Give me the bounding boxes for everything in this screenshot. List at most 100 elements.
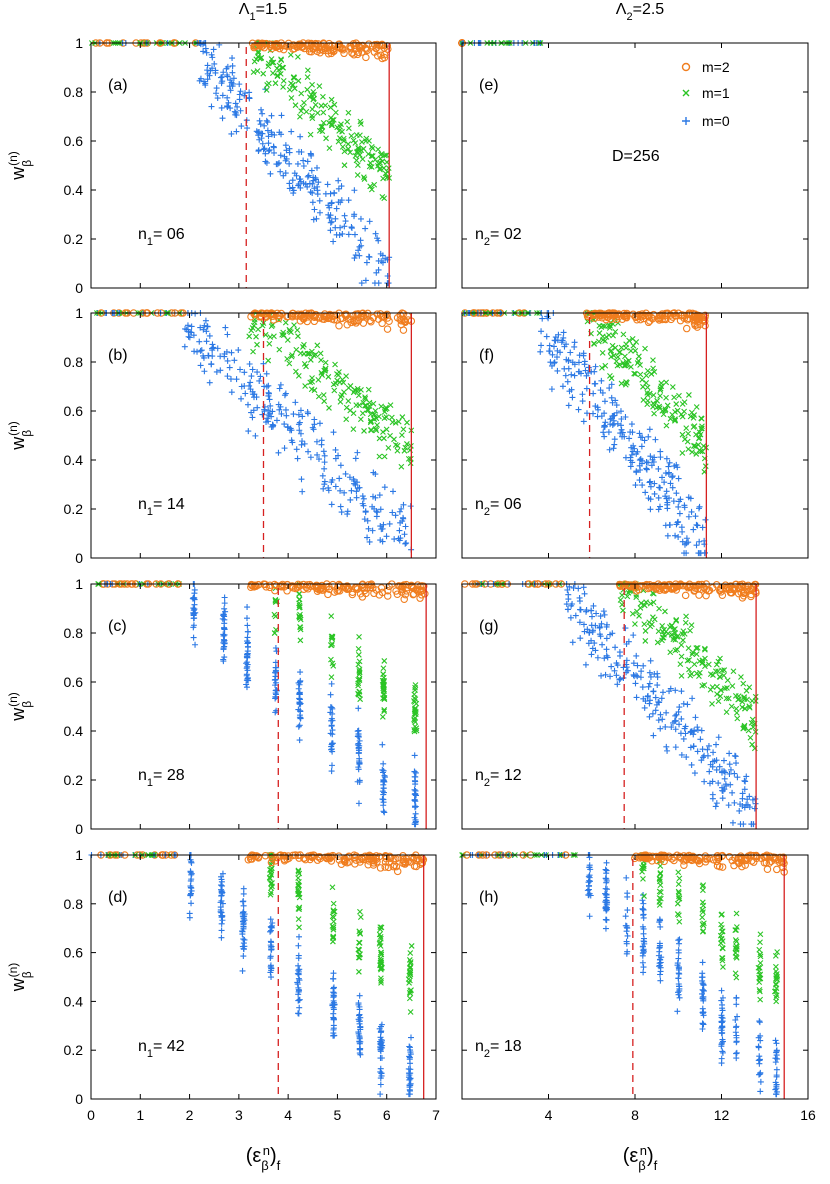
point-m0 bbox=[352, 252, 359, 259]
point-m1 bbox=[697, 431, 704, 438]
point-m1 bbox=[288, 95, 295, 101]
y-tick-label: 0.6 bbox=[64, 403, 84, 419]
point-m2 bbox=[350, 41, 358, 50]
point-m0 bbox=[601, 433, 608, 440]
point-m1 bbox=[296, 924, 302, 931]
point-m0 bbox=[669, 719, 676, 726]
point-m0 bbox=[633, 450, 640, 457]
panel-c-points bbox=[95, 580, 429, 828]
point-m1 bbox=[357, 931, 364, 937]
point-m0 bbox=[565, 365, 572, 372]
point-m1 bbox=[330, 116, 337, 123]
point-m0 bbox=[638, 443, 645, 450]
point-m0 bbox=[624, 932, 631, 939]
point-m0 bbox=[263, 419, 270, 426]
point-m1 bbox=[373, 427, 380, 434]
point-m2 bbox=[646, 317, 654, 325]
point-m0 bbox=[268, 413, 275, 420]
point-m0 bbox=[412, 798, 419, 805]
point-m1 bbox=[358, 121, 364, 127]
point-m1 bbox=[676, 918, 683, 925]
point-m2 bbox=[304, 585, 312, 593]
point-m0 bbox=[741, 777, 748, 784]
point-m0 bbox=[330, 970, 337, 977]
point-m1 bbox=[319, 123, 326, 130]
x-tick-label: 1 bbox=[136, 1107, 144, 1123]
point-m0 bbox=[380, 802, 387, 809]
point-m0 bbox=[405, 1091, 412, 1098]
point-m1 bbox=[289, 352, 296, 358]
point-m2 bbox=[295, 40, 303, 49]
point-m1 bbox=[746, 703, 753, 710]
point-m0 bbox=[690, 743, 697, 750]
point-m1 bbox=[360, 399, 367, 406]
point-m0 bbox=[722, 769, 729, 776]
point-m0 bbox=[632, 482, 639, 489]
x-tick-label: 6 bbox=[383, 1107, 391, 1123]
plot-frame bbox=[90, 42, 437, 289]
point-m0 bbox=[255, 148, 262, 155]
point-m1 bbox=[637, 362, 643, 368]
point-m0 bbox=[655, 494, 662, 501]
point-m1 bbox=[625, 590, 632, 596]
point-m0 bbox=[292, 399, 299, 406]
point-m0 bbox=[221, 626, 228, 633]
point-m0 bbox=[328, 746, 335, 753]
point-m1 bbox=[691, 661, 698, 668]
point-m0 bbox=[613, 660, 620, 667]
point-m0 bbox=[281, 421, 288, 428]
point-m0 bbox=[585, 369, 592, 376]
point-m1 bbox=[756, 974, 763, 981]
point-m1 bbox=[359, 410, 366, 417]
point-m0 bbox=[218, 104, 225, 111]
point-m0 bbox=[327, 709, 334, 716]
point-m2 bbox=[366, 852, 375, 861]
point-m0 bbox=[396, 508, 403, 515]
point-m0 bbox=[680, 735, 687, 742]
point-m0 bbox=[666, 459, 673, 466]
point-m0 bbox=[190, 615, 197, 622]
point-m2 bbox=[327, 49, 336, 58]
point-m2 bbox=[244, 856, 253, 864]
point-m1 bbox=[296, 613, 303, 620]
point-m1 bbox=[699, 448, 706, 455]
point-m1 bbox=[350, 426, 357, 432]
point-m0 bbox=[643, 465, 650, 472]
point-m0 bbox=[586, 913, 593, 920]
point-m0 bbox=[328, 762, 335, 769]
point-m0 bbox=[569, 639, 576, 646]
point-m2 bbox=[341, 858, 349, 866]
point-m2 bbox=[663, 853, 672, 862]
point-m2 bbox=[369, 859, 378, 867]
point-m0 bbox=[229, 55, 236, 62]
point-m0 bbox=[269, 919, 276, 926]
point-m0 bbox=[187, 892, 194, 899]
point-m0 bbox=[295, 952, 302, 959]
point-m0 bbox=[675, 937, 682, 944]
point-m0 bbox=[598, 620, 605, 627]
point-m0 bbox=[580, 418, 587, 425]
point-m0 bbox=[757, 1088, 764, 1095]
point-m0 bbox=[407, 1051, 414, 1058]
point-m0 bbox=[190, 595, 197, 602]
point-m2 bbox=[317, 45, 326, 54]
y-tick-label: 0.8 bbox=[64, 896, 84, 912]
y-tick-label: 0.2 bbox=[64, 1042, 84, 1058]
point-m0 bbox=[300, 162, 307, 169]
point-m0 bbox=[310, 177, 317, 184]
point-m1 bbox=[701, 645, 708, 652]
panel-f-points bbox=[461, 309, 710, 557]
point-m0 bbox=[755, 1044, 762, 1051]
point-m2 bbox=[763, 865, 772, 874]
point-m1 bbox=[732, 950, 739, 956]
point-m1 bbox=[376, 413, 382, 420]
point-m0 bbox=[700, 1021, 707, 1028]
point-m0 bbox=[592, 363, 599, 370]
point-m1 bbox=[719, 945, 726, 952]
point-m1 bbox=[623, 341, 630, 348]
point-m0 bbox=[332, 483, 339, 490]
point-m0 bbox=[576, 368, 583, 375]
point-m1 bbox=[329, 884, 336, 891]
point-m1 bbox=[709, 701, 715, 707]
point-m1 bbox=[306, 350, 312, 357]
